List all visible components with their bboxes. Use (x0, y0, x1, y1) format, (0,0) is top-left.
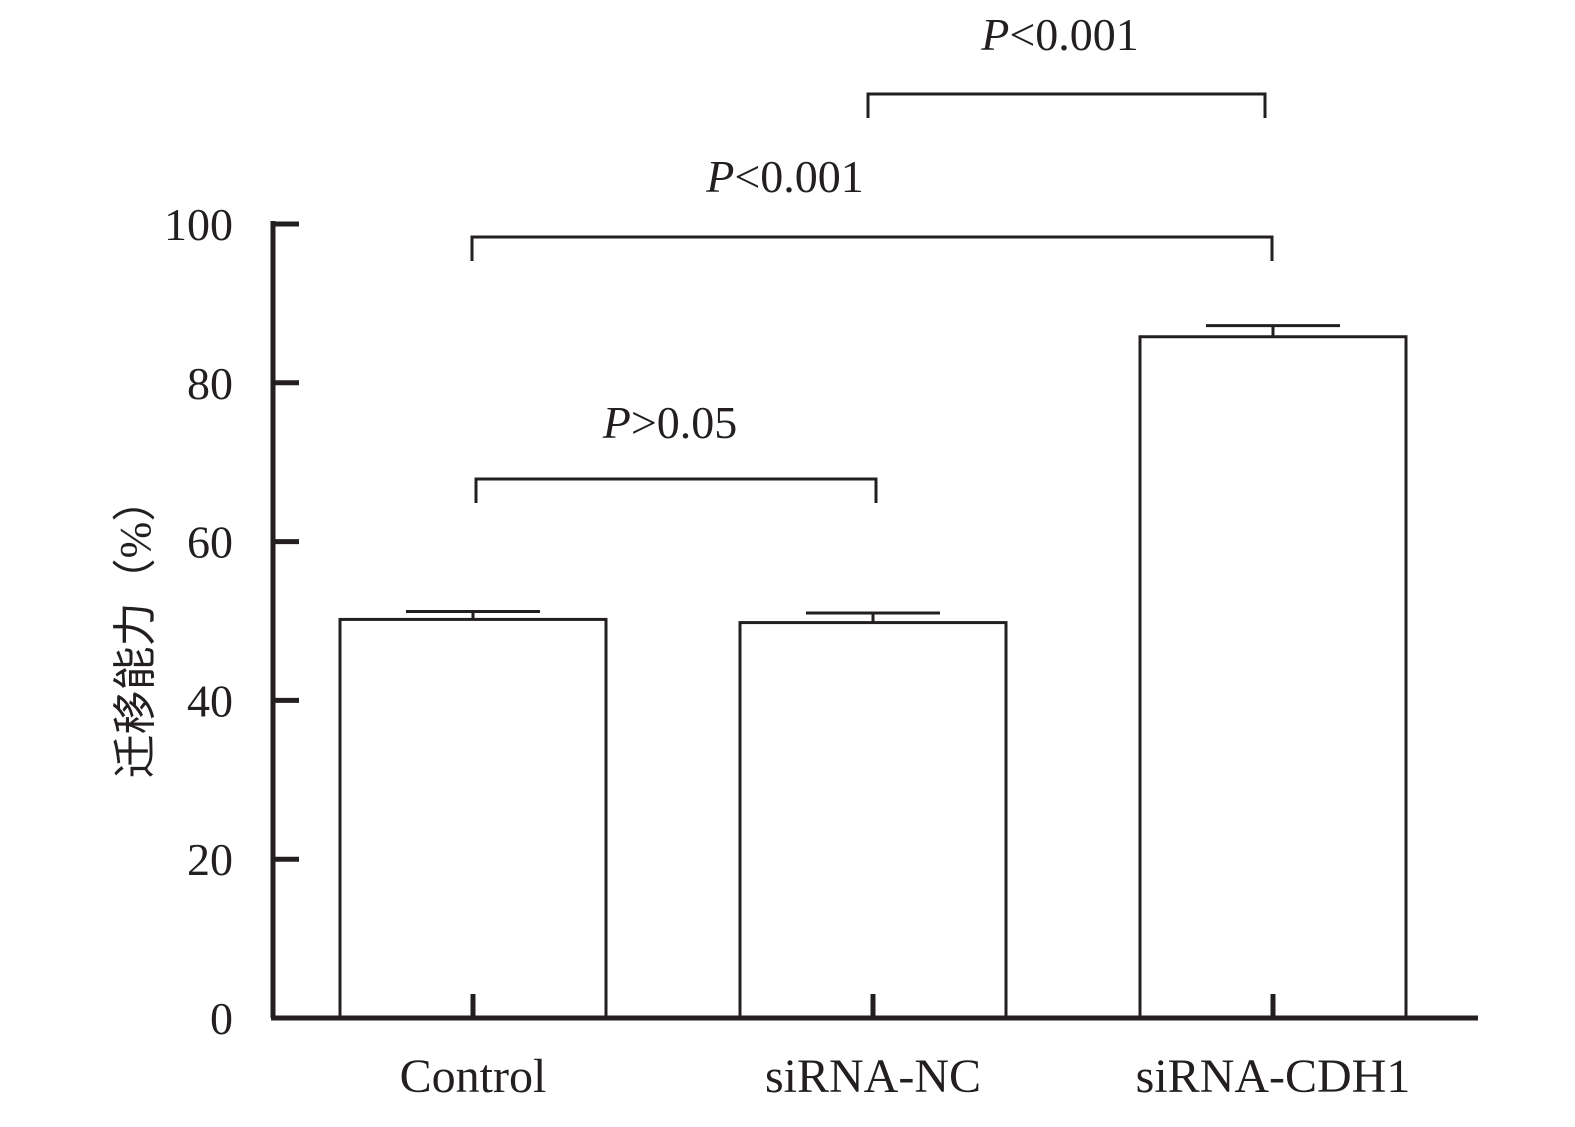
y-axis-label: 迁移能力（%） (111, 478, 160, 779)
p-symbol: P (705, 151, 734, 202)
p-value: <0.001 (1009, 9, 1138, 60)
significance-bracket-2 (470, 235, 1274, 261)
y-tick-label-20: 20 (187, 834, 233, 885)
p-symbol: P (602, 397, 631, 448)
p-symbol: P (980, 9, 1009, 60)
y-tick-label-0: 0 (210, 993, 233, 1044)
significance-label-3: P<0.001 (980, 9, 1139, 60)
significance-bracket-1 (474, 477, 878, 503)
y-tick-label-100: 100 (164, 199, 233, 250)
bar-sirna-cdh1 (1138, 335, 1408, 1020)
x-tick-label-sirna-cdh1: siRNA-CDH1 (1136, 1050, 1411, 1103)
x-tick-label-control: Control (400, 1050, 547, 1103)
p-value: >0.05 (631, 397, 737, 448)
bars-layer (338, 335, 1408, 1020)
x-tick-label-sirna-nc: siRNA-NC (765, 1050, 981, 1103)
y-tick-label-80: 80 (187, 358, 233, 409)
y-tick-label-40: 40 (187, 675, 233, 726)
error-bars-layer (406, 324, 1340, 623)
significance-label-2: P<0.001 (705, 151, 864, 202)
significance-bracket-3 (866, 92, 1267, 118)
bar-sirna-nc (738, 621, 1008, 1020)
y-tick-label-60: 60 (187, 517, 233, 568)
y-ticks-layer: 0 20 40 60 80 100 (164, 199, 299, 1044)
significance-label-1: P>0.05 (602, 397, 738, 448)
bar-control (338, 617, 608, 1020)
p-value: <0.001 (734, 151, 863, 202)
x-ticks-layer: Control siRNA-NC siRNA-CDH1 (400, 994, 1411, 1103)
